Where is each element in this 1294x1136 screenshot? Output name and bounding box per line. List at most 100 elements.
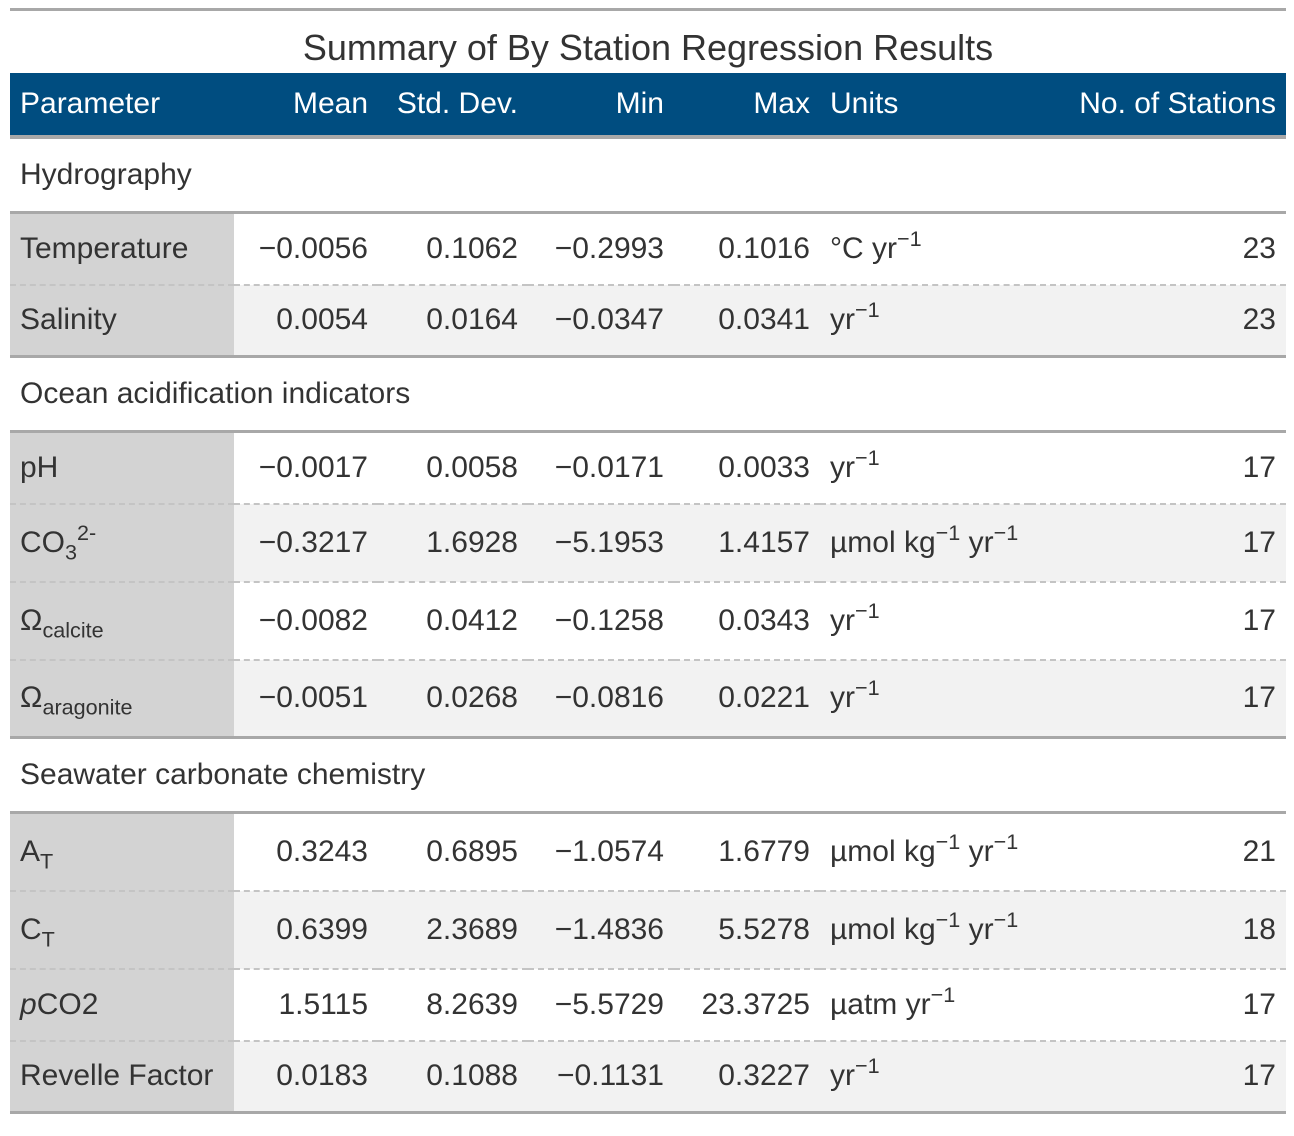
max-cell: 23.3725 bbox=[674, 968, 820, 1042]
max-cell: 0.3227 bbox=[674, 1040, 820, 1114]
units-cell: °C yr−1 bbox=[820, 212, 1030, 286]
parameter-name: Ω bbox=[20, 681, 43, 715]
parameter-name: Revelle Factor bbox=[20, 1059, 214, 1093]
parameter-cell: pCO2 bbox=[10, 968, 234, 1042]
max-cell: 0.0341 bbox=[674, 284, 820, 358]
units-exponent: −1 bbox=[935, 828, 961, 854]
header-no-of-stations: No. of Stations bbox=[1030, 73, 1286, 139]
min-cell: −0.1131 bbox=[528, 1040, 674, 1114]
parameter-cell: CO32- bbox=[10, 503, 234, 583]
max-cell: 0.0343 bbox=[674, 581, 820, 661]
parameter-name: pH bbox=[20, 450, 59, 484]
units-exponent: −1 bbox=[935, 906, 961, 932]
std-dev-cell: 2.3689 bbox=[378, 890, 528, 970]
units-text: yr bbox=[830, 603, 855, 637]
std-dev-cell: 1.6928 bbox=[378, 503, 528, 583]
parameter-name: CO bbox=[20, 525, 65, 559]
units-text: yr bbox=[960, 834, 994, 868]
header-row: Parameter Mean Std. Dev. Min Max Units N… bbox=[10, 73, 1286, 139]
mean-cell: −0.0017 bbox=[234, 431, 378, 505]
no-of-stations-cell: 17 bbox=[1030, 581, 1286, 661]
units-exponent: −1 bbox=[855, 675, 880, 701]
parameter-subscript: calcite bbox=[42, 617, 104, 643]
units-cell: µmol kg−1 yr−1 bbox=[820, 503, 1030, 583]
header-std-dev: Std. Dev. bbox=[378, 73, 528, 139]
units-text: µatm yr bbox=[830, 987, 931, 1021]
table-row: AT 0.3243 0.6895 −1.0574 1.6779 µmol kg−1 yr−… bbox=[10, 812, 1286, 892]
units-cell: yr−1 bbox=[820, 1040, 1030, 1114]
mean-cell: 0.6399 bbox=[234, 890, 378, 970]
min-cell: −0.0347 bbox=[528, 284, 674, 358]
header-mean: Mean bbox=[234, 73, 378, 139]
min-cell: −1.0574 bbox=[528, 812, 674, 892]
max-cell: 0.0221 bbox=[674, 659, 820, 739]
table-row: Salinity 0.0054 0.0164 −0.0347 0.0341 yr−1 23 bbox=[10, 284, 1286, 358]
parameter-subscript: 3 bbox=[65, 539, 78, 565]
table-row: Ωaragonite −0.0051 0.0268 −0.0816 0.0221 yr−1… bbox=[10, 659, 1286, 739]
units-exponent: −1 bbox=[935, 519, 961, 545]
units-cell: yr−1 bbox=[820, 659, 1030, 739]
min-cell: −5.1953 bbox=[528, 503, 674, 583]
no-of-stations-cell: 23 bbox=[1030, 284, 1286, 358]
units-exponent: −1 bbox=[993, 906, 1019, 932]
units-text: yr bbox=[830, 303, 855, 337]
std-dev-cell: 8.2639 bbox=[378, 968, 528, 1042]
units-text: yr bbox=[960, 525, 994, 559]
mean-cell: −0.3217 bbox=[234, 503, 378, 583]
parameter-name: Salinity bbox=[20, 303, 117, 337]
no-of-stations-cell: 17 bbox=[1030, 503, 1286, 583]
regression-results-table: Summary of By Station Regression Results… bbox=[10, 8, 1286, 1114]
units-cell: µmol kg−1 yr−1 bbox=[820, 890, 1030, 970]
units-text: °C yr bbox=[830, 231, 897, 265]
header-parameter: Parameter bbox=[10, 73, 234, 139]
min-cell: −0.0816 bbox=[528, 659, 674, 739]
parameter-cell: pH bbox=[10, 431, 234, 505]
no-of-stations-cell: 18 bbox=[1030, 890, 1286, 970]
parameter-name: CO2 bbox=[36, 987, 99, 1021]
parameter-subscript: T bbox=[40, 848, 54, 874]
units-text: µmol kg bbox=[830, 525, 936, 559]
group-data-rows: pH −0.0017 0.0058 −0.0171 0.0033 yr−1 17 CO32- −… bbox=[10, 431, 1286, 739]
group-data-rows: Temperature −0.0056 0.1062 −0.2993 0.1016 °C … bbox=[10, 212, 1286, 358]
mean-cell: 1.5115 bbox=[234, 968, 378, 1042]
table-header: Parameter Mean Std. Dev. Min Max Units N… bbox=[10, 73, 1286, 139]
units-text: yr bbox=[830, 1059, 855, 1093]
units-text: yr bbox=[960, 912, 994, 946]
parameter-cell: Salinity bbox=[10, 284, 234, 358]
table-row: CO32- −0.3217 1.6928 −5.1953 1.4157 µmol kg−1… bbox=[10, 503, 1286, 583]
max-cell: 1.4157 bbox=[674, 503, 820, 583]
units-text: µmol kg bbox=[830, 834, 936, 868]
parameter-subscript: aragonite bbox=[42, 694, 133, 720]
units-exponent: −1 bbox=[993, 519, 1019, 545]
group-label: Hydrography bbox=[10, 137, 1286, 214]
max-cell: 5.5278 bbox=[674, 890, 820, 970]
units-exponent: −1 bbox=[897, 225, 922, 251]
parameter-cell: AT bbox=[10, 812, 234, 892]
mean-cell: 0.3243 bbox=[234, 812, 378, 892]
units-cell: µatm yr−1 bbox=[820, 968, 1030, 1042]
parameter-cell: Revelle Factor bbox=[10, 1040, 234, 1114]
max-cell: 0.1016 bbox=[674, 212, 820, 286]
no-of-stations-cell: 17 bbox=[1030, 659, 1286, 739]
parameter-name: Temperature bbox=[20, 231, 189, 265]
std-dev-cell: 0.1088 bbox=[378, 1040, 528, 1114]
min-cell: −5.5729 bbox=[528, 968, 674, 1042]
table-row: pH −0.0017 0.0058 −0.0171 0.0033 yr−1 17 bbox=[10, 431, 1286, 505]
units-exponent: −1 bbox=[855, 597, 880, 623]
units-cell: yr−1 bbox=[820, 284, 1030, 358]
std-dev-cell: 0.0268 bbox=[378, 659, 528, 739]
units-exponent: −1 bbox=[855, 444, 880, 470]
min-cell: −0.1258 bbox=[528, 581, 674, 661]
header-max: Max bbox=[674, 73, 820, 139]
units-exponent: −1 bbox=[855, 1053, 880, 1079]
table-row: pCO2 1.5115 8.2639 −5.5729 23.3725 µatm yr−1 1… bbox=[10, 968, 1286, 1042]
std-dev-cell: 0.0058 bbox=[378, 431, 528, 505]
group-row: Ocean acidification indicators bbox=[10, 356, 1286, 433]
parameter-italic-prefix: p bbox=[20, 987, 37, 1021]
units-cell: yr−1 bbox=[820, 581, 1030, 661]
mean-cell: 0.0183 bbox=[234, 1040, 378, 1114]
group-row: Hydrography bbox=[10, 137, 1286, 214]
min-cell: −1.4836 bbox=[528, 890, 674, 970]
group-row: Seawater carbonate chemistry bbox=[10, 737, 1286, 814]
group-label: Ocean acidification indicators bbox=[10, 356, 1286, 433]
